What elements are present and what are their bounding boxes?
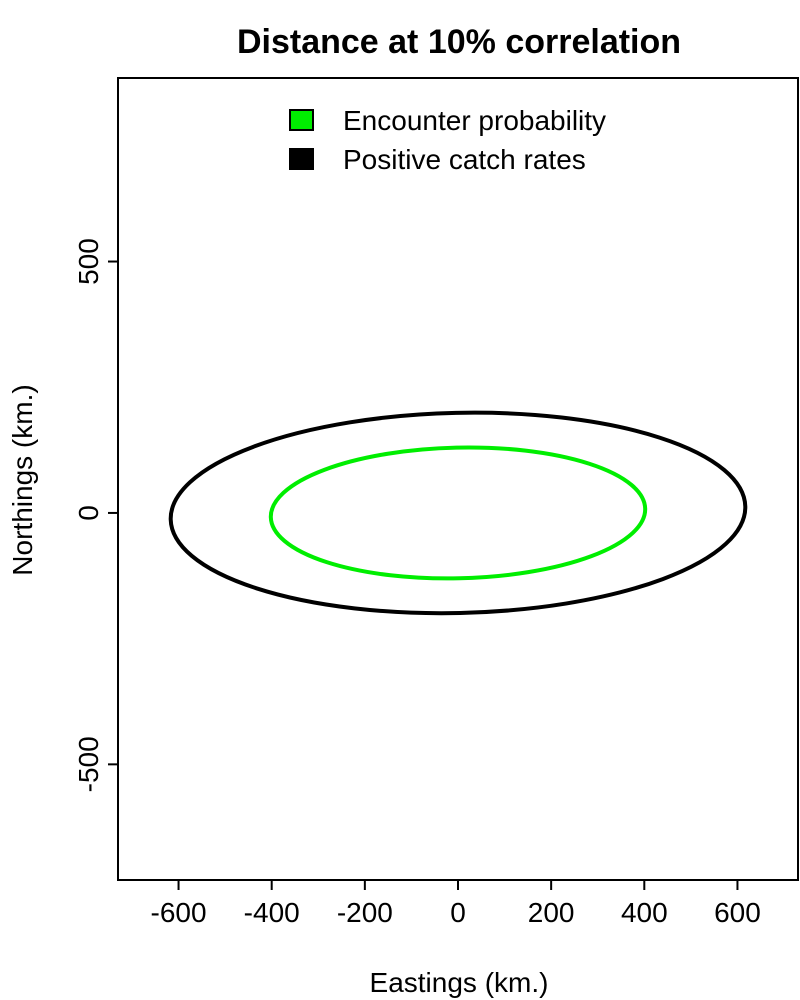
- positive-catch-rates-ellipse: [168, 410, 748, 616]
- x-tick-label: 200: [528, 897, 575, 928]
- x-tick-label: 600: [714, 897, 761, 928]
- legend-label: Positive catch rates: [343, 144, 586, 175]
- series-layer: [168, 410, 748, 616]
- x-tick-label: 400: [621, 897, 668, 928]
- x-axis: -600 -400 -200 0 200 400 600: [151, 880, 761, 928]
- x-tick-label: 0: [450, 897, 466, 928]
- legend: Encounter probability Positive catch rate…: [289, 105, 606, 175]
- encounter-probability-ellipse: [268, 445, 648, 581]
- x-axis-title: Eastings (km.): [370, 967, 549, 998]
- legend-label: Encounter probability: [343, 105, 606, 136]
- legend-swatch: [289, 109, 314, 131]
- chart-title: Distance at 10% correlation: [237, 23, 681, 61]
- x-tick-label: -200: [337, 897, 393, 928]
- x-tick-label: -400: [244, 897, 300, 928]
- y-axis: -500 0 500: [73, 238, 118, 792]
- plot-frame: [117, 77, 799, 881]
- legend-swatch: [289, 148, 314, 170]
- y-axis-title: Northings (km.): [7, 384, 38, 575]
- y-tick-label: -500: [73, 736, 104, 792]
- x-tick-label: -600: [151, 897, 207, 928]
- y-tick-label: 500: [73, 238, 104, 285]
- y-tick-label: 0: [73, 505, 104, 521]
